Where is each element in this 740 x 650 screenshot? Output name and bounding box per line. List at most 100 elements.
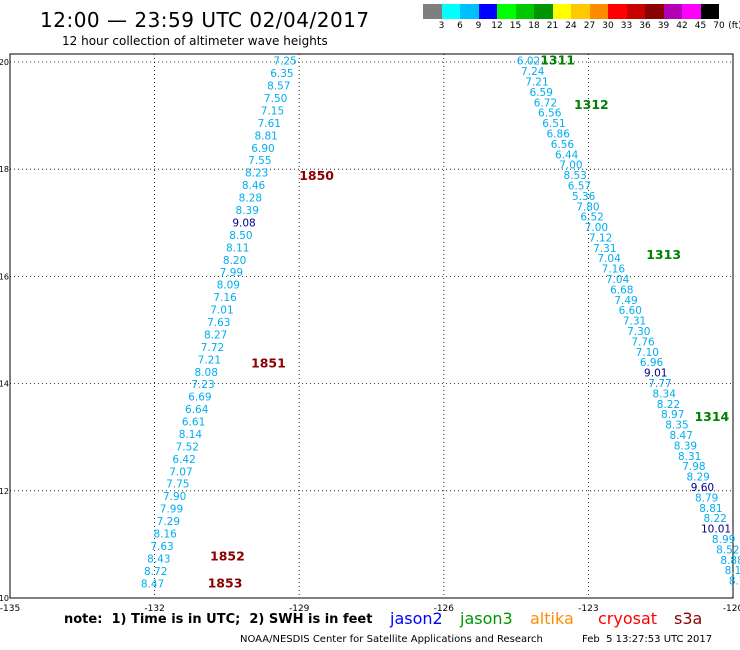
scale-swatch [626, 4, 645, 19]
swh-value: 8.20 [223, 255, 246, 267]
scale-label: 36 [639, 21, 651, 31]
scale-swatch [589, 4, 608, 19]
scale-label: 42 [676, 21, 688, 31]
swh-value: 8.53 [563, 170, 586, 182]
swh-value: 8.14 [725, 565, 740, 577]
page-title: 12:00 — 23:59 UTC 02/04/2017 [40, 8, 370, 32]
scale-swatch [423, 4, 442, 19]
swh-value: 7.31 [623, 316, 646, 328]
scale-swatch [460, 4, 479, 19]
swh-value: 7.21 [198, 354, 221, 366]
swh-value: 8.50 [229, 230, 252, 242]
swh-value: 7.99 [160, 504, 183, 516]
lat-label: 10 [0, 594, 9, 603]
swh-value: 7.00 [585, 222, 608, 234]
swh-value: 8.72 [144, 566, 167, 578]
swh-value: 6.69 [188, 392, 211, 404]
swh-value: 7.98 [682, 461, 705, 473]
pass-label: 1850 [299, 168, 334, 183]
swh-value: 7.23 [191, 379, 214, 391]
swh-value: 7.29 [157, 516, 180, 528]
scale-label: 39 [657, 21, 670, 31]
swh-value: 8.28 [239, 193, 262, 205]
swh-value: 8.47 [141, 578, 164, 590]
page-subtitle: 12 hour collection of altimeter wave hei… [62, 34, 328, 48]
swh-value: 6.35 [270, 68, 293, 80]
swh-value: 8.31 [678, 451, 701, 463]
swh-value: 8.39 [674, 440, 697, 452]
swh-value: 8.14 [179, 429, 203, 441]
lon-label: -123 [578, 604, 598, 614]
swh-value: 6.90 [251, 143, 274, 155]
swh-value: 7.04 [597, 253, 621, 265]
legend-s3a: s3a [674, 609, 703, 628]
swh-value: 6.68 [610, 284, 633, 296]
swh-value: 9.08 [232, 217, 255, 229]
pass-label: 1312 [574, 97, 609, 112]
swh-value: 8.09 [217, 280, 240, 292]
swh-value: 8.97 [661, 409, 684, 421]
lon-label: -135 [0, 604, 20, 614]
swh-value: 6.72 [534, 97, 557, 109]
pass-label: 1851 [251, 356, 286, 371]
lat-label: 14 [0, 380, 9, 389]
swh-value: 6.42 [172, 454, 195, 466]
scale-label: 12 [491, 21, 503, 31]
pass-label: 1314 [694, 409, 729, 424]
swh-value: 8.23 [245, 168, 268, 180]
swh-value: 6.60 [619, 305, 642, 317]
swh-value: 6.56 [538, 108, 562, 120]
swh-value: 6.86 [547, 128, 571, 140]
swh-value: 7.04 [606, 274, 630, 286]
swh-value: 6.51 [542, 118, 565, 130]
swh-value: 8.11 [226, 242, 249, 254]
swh-value: 7.76 [631, 336, 655, 348]
pass-label: 1313 [646, 247, 681, 262]
swh-value: 7.61 [258, 118, 281, 130]
swh-value: 7.16 [602, 264, 626, 276]
swh-value: 6.02 [517, 56, 540, 68]
swh-value: 6.61 [182, 417, 205, 429]
swh-value: 6.96 [640, 357, 664, 369]
scale-swatch [571, 4, 590, 19]
swh-value: 7.52 [176, 441, 199, 453]
units-note: note: 1) Time is in UTC; 2) SWH is in fe… [64, 612, 373, 627]
pass-label: 1853 [208, 575, 243, 590]
scale-label: 21 [546, 21, 559, 31]
swh-value: 8.75 [729, 576, 740, 588]
swh-value: 8.35 [665, 420, 688, 432]
swh-value: 8.46 [242, 180, 266, 192]
swh-value: 7.25 [273, 56, 296, 68]
swh-value: 8.79 [695, 492, 718, 504]
scale-label: 24 [565, 21, 577, 31]
swh-value: 7.63 [207, 317, 230, 329]
footer-credit: NOAA/NESDIS Center for Satellite Applica… [240, 634, 543, 645]
swh-value: 8.39 [236, 205, 259, 217]
swh-value: 6.56 [551, 139, 575, 151]
footer-timestamp: Feb 5 13:27:53 UTC 2017 [582, 634, 713, 645]
scale-swatch [441, 4, 460, 19]
swh-value: 6.44 [555, 149, 579, 161]
swh-value: 8.47 [670, 430, 693, 442]
lat-label: 12 [0, 487, 9, 496]
map-frame [9, 53, 734, 599]
lat-label: 20 [0, 58, 9, 67]
swh-value: 7.10 [636, 347, 659, 359]
lon-label: -129 [289, 604, 310, 614]
legend-altika: altika [530, 609, 574, 628]
scale-label: 45 [694, 21, 707, 31]
swh-value: 7.30 [627, 326, 650, 338]
swh-value: 10.01 [701, 524, 731, 536]
lon-label: -132 [144, 604, 164, 614]
lat-label: 16 [0, 272, 9, 281]
scale-unit: (ft) [728, 21, 740, 31]
swh-value: 6.57 [568, 180, 591, 192]
scale-label: 15 [509, 21, 522, 31]
scale-label: 33 [620, 21, 633, 31]
swh-value: 8.52 [716, 544, 739, 556]
swh-value: 7.80 [576, 201, 599, 213]
swh-value: 8.16 [153, 529, 177, 541]
pass-label: 1311 [540, 53, 575, 68]
swh-value: 6.64 [185, 404, 209, 416]
